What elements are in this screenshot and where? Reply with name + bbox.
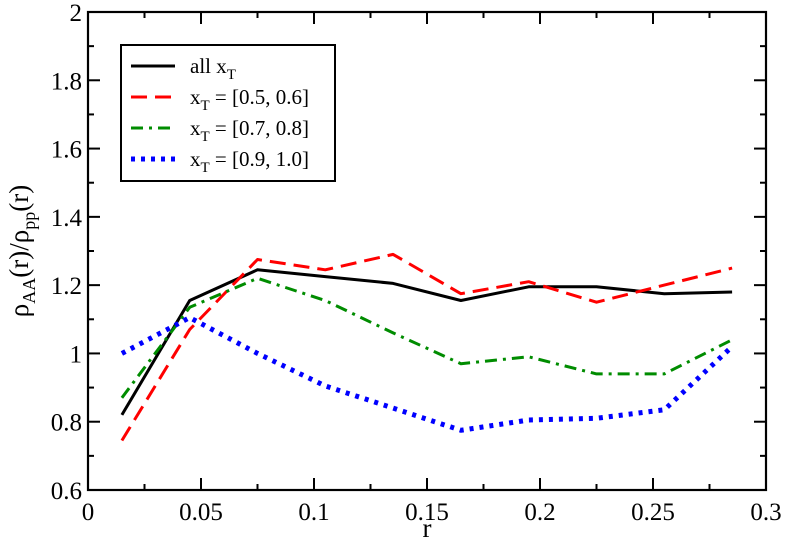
series-line-all [120,268,733,416]
legend-item-x09: xT = [0.9, 1.0] [131,147,309,176]
x-axis-label: r [423,513,432,539]
series-line-x05 [120,252,733,442]
series-line-x07 [120,276,733,399]
legend-label-x07: xT = [0.7, 0.8] [190,116,309,145]
y-axis-label: ρAA(r)/ρpp(r) [4,185,39,317]
y-label-tail: (r) [4,185,34,212]
y-tick-label: 2 [70,0,83,27]
tick-labels: 0 0.05 0.1 0.15 0.2 0.25 0.3 0.6 0.8 1 1.2 1.4 1.6 1.… [51,0,782,526]
series-layer [120,252,734,442]
legend-label-x09: xT = [0.9, 1.0] [190,147,309,176]
legend-label-x05: xT = [0.5, 0.6] [190,85,309,114]
x-tick-label: 0.1 [298,499,329,526]
legend-item-x05: xT = [0.5, 0.6] [131,85,309,114]
y-label-sub1: AA [19,278,39,304]
x-tick-label: 0.2 [524,499,555,526]
series-line-x09 [120,315,734,433]
y-label-mid: (r)/ρ [4,230,34,278]
y-label-sub2: pp [19,212,39,230]
legend-box [120,44,336,182]
y-tick-label: 1 [70,341,83,368]
y-tick-label: 1.6 [51,137,82,164]
legend-label-all: all xT [190,54,236,83]
y-tick-label: 1.8 [51,68,82,95]
y-label-base: ρ [4,304,34,317]
x-tick-label: 0.05 [179,499,223,526]
legend-item-x07: xT = [0.7, 0.8] [131,116,309,145]
plot-frame [86,10,768,492]
legend-item-all: all xT [131,54,236,83]
x-tick-label: 0.25 [631,499,675,526]
y-tick-label: 0.8 [51,410,82,437]
x-tick-label: 0.15 [405,499,449,526]
x-tick-label: 0.3 [750,499,781,526]
y-tick-label: 0.6 [51,478,82,505]
y-tick-label: 1.4 [51,205,83,232]
y-tick-label: 1.2 [51,273,82,300]
x-tick-label: 0 [82,499,95,526]
